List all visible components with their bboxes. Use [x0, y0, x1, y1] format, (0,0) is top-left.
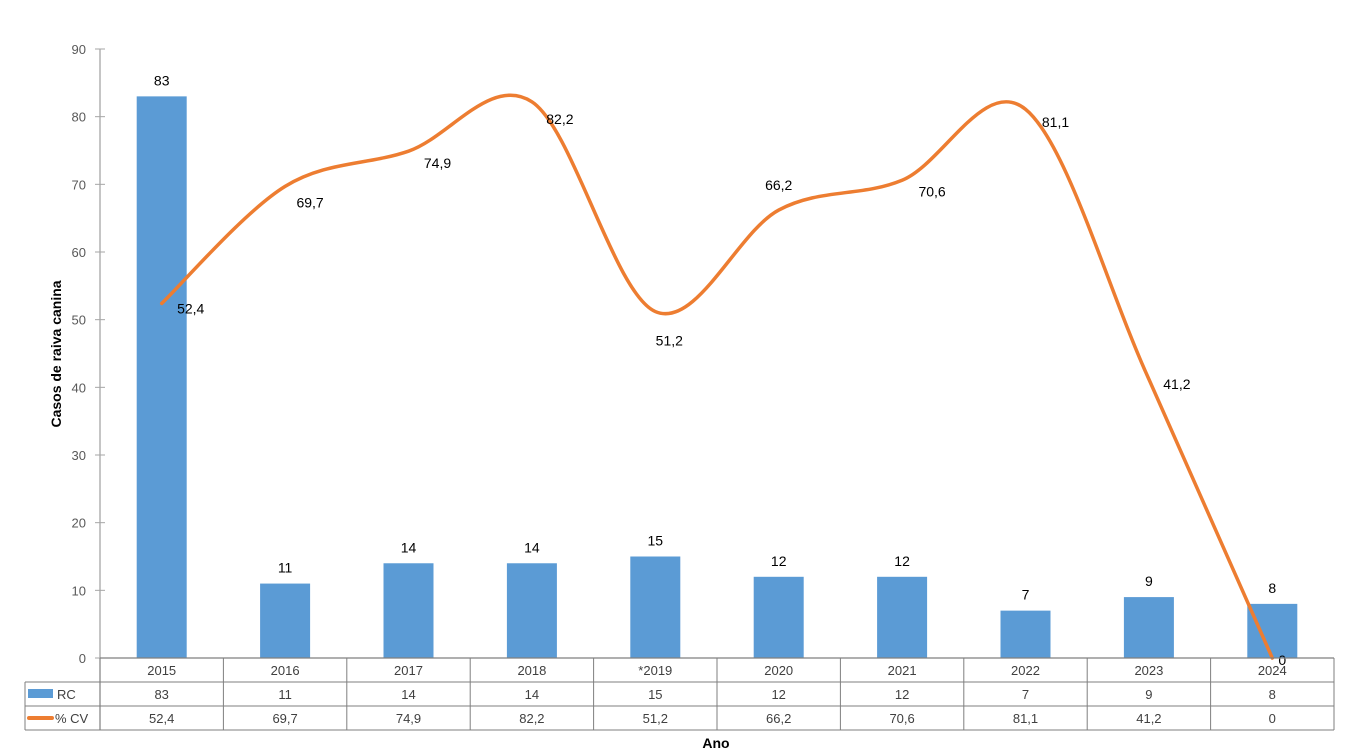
table-cell-cv: 0 [1269, 711, 1276, 726]
legend-label-rc: RC [57, 687, 76, 702]
bar-data-label: 14 [401, 539, 417, 555]
table-cell-rc: 14 [401, 687, 415, 702]
table-cell-rc: 12 [895, 687, 909, 702]
bar [506, 563, 557, 658]
bar-data-label: 8 [1268, 580, 1276, 596]
y-tick-label: 40 [72, 380, 86, 395]
y-tick-label: 90 [72, 42, 86, 57]
line-data-label: 66,2 [765, 177, 792, 193]
table-cell-rc: 7 [1022, 687, 1029, 702]
line-data-label: 41,2 [1163, 376, 1190, 392]
bar [136, 96, 187, 658]
x-category-label: *2019 [638, 663, 672, 678]
bar [260, 583, 311, 658]
cv-line [159, 93, 1275, 660]
line-data-label: 51,2 [656, 333, 683, 349]
line-series-cv [159, 93, 1275, 660]
x-axis-title: Ano [702, 735, 729, 751]
line-data-label: 52,4 [177, 300, 204, 316]
line-data-label: 74,9 [424, 155, 451, 171]
bar-data-label: 7 [1022, 587, 1030, 603]
y-tick-label: 80 [72, 110, 86, 125]
table-cell-rc: 9 [1145, 687, 1152, 702]
line-data-label: 69,7 [296, 194, 323, 210]
bar-data-label: 12 [771, 553, 787, 569]
x-category-label: 2020 [764, 663, 793, 678]
x-category-label: 2016 [271, 663, 300, 678]
bar [1247, 603, 1298, 658]
bar [877, 576, 928, 658]
bar [1123, 597, 1174, 658]
y-axis-title: Casos de raiva canina [48, 280, 64, 427]
bar [1000, 610, 1051, 658]
table-cell-rc: 83 [154, 687, 168, 702]
table-cell-cv: 52,4 [149, 711, 174, 726]
table-cell-cv: 81,1 [1013, 711, 1038, 726]
table-cell-cv: 51,2 [643, 711, 668, 726]
data-labels: 83 11 14 14 15 12 12 7 9 8 52,4 69,7 74,9 82,2 51,2 66,… [154, 72, 1286, 668]
y-tick-label: 10 [72, 583, 86, 598]
x-category-label: 2015 [147, 663, 176, 678]
line-data-label: 82,2 [546, 111, 573, 127]
bar-series-rc [136, 96, 1298, 658]
legend-label-cv: % CV [55, 711, 89, 726]
line-data-label: 70,6 [918, 183, 945, 199]
x-category-label: 2017 [394, 663, 423, 678]
table-cell-rc: 15 [648, 687, 662, 702]
bar-data-label: 11 [278, 560, 293, 576]
y-tick-label: 20 [72, 516, 86, 531]
line-data-label: 81,1 [1042, 114, 1069, 130]
x-category-label: 2024 [1258, 663, 1287, 678]
table-cell-rc: 11 [278, 687, 292, 702]
bar [753, 576, 804, 658]
table-cell-cv: 41,2 [1136, 711, 1161, 726]
bar [630, 556, 681, 658]
x-category-label: 2018 [517, 663, 546, 678]
bar [383, 563, 434, 658]
table-cell-rc: 8 [1269, 687, 1276, 702]
table-cell-cv: 74,9 [396, 711, 421, 726]
x-category-label: 2022 [1011, 663, 1040, 678]
table-cell-cv: 82,2 [519, 711, 544, 726]
y-axis: 0 10 20 30 40 50 60 70 80 90 [72, 42, 105, 730]
bar-data-label: 12 [894, 553, 910, 569]
x-category-label: 2023 [1134, 663, 1163, 678]
line-data-label: 0 [1278, 652, 1286, 668]
y-tick-label: 50 [72, 313, 86, 328]
table-cell-cv: 70,6 [889, 711, 914, 726]
bar-data-label: 15 [648, 533, 664, 549]
y-tick-label: 70 [72, 177, 86, 192]
y-tick-label: 60 [72, 245, 86, 260]
y-tick-label: 0 [79, 651, 86, 666]
table-cell-cv: 66,2 [766, 711, 791, 726]
table-cell-rc: 12 [771, 687, 785, 702]
y-tick-label: 30 [72, 448, 86, 463]
bar-data-label: 83 [154, 72, 170, 88]
legend-bar-swatch-icon [28, 689, 53, 698]
bar-data-label: 9 [1145, 573, 1153, 589]
data-table: 2015 2016 2017 2018 *2019 2020 2021 2022 2023 202… [24, 657, 1335, 731]
bar-data-label: 14 [524, 539, 540, 555]
x-category-label: 2021 [888, 663, 917, 678]
table-cell-rc: 14 [525, 687, 539, 702]
table-cell-cv: 69,7 [272, 711, 297, 726]
